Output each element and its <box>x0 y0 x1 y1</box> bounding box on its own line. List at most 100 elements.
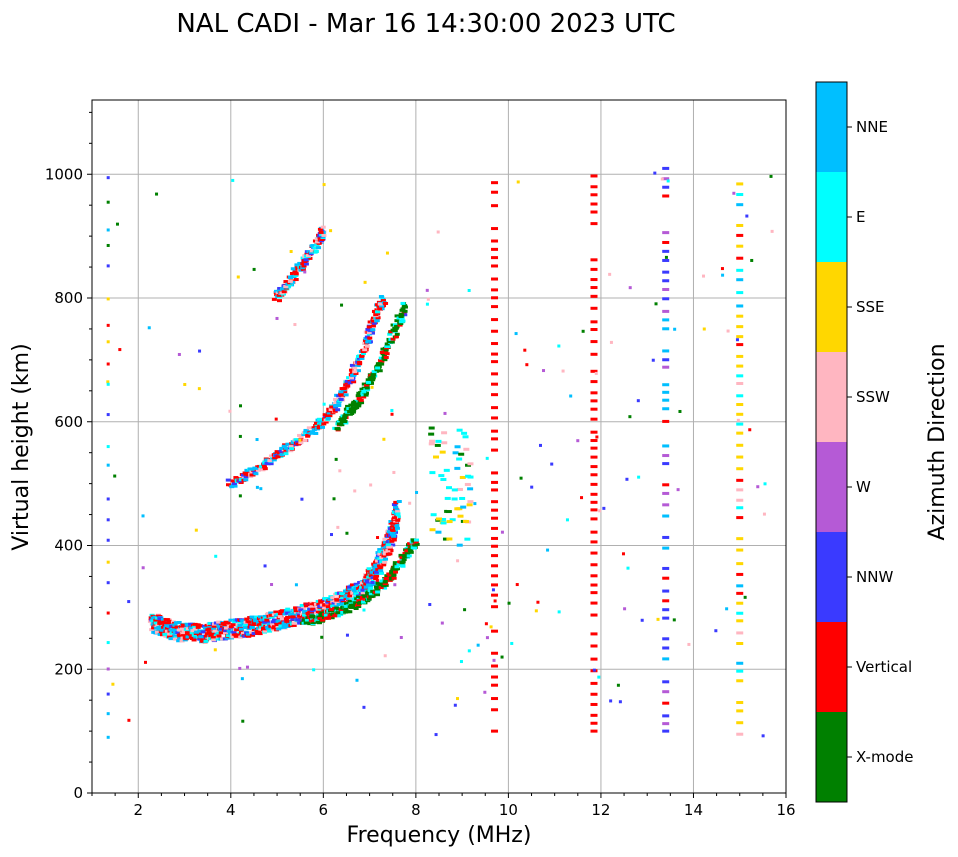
echo-point <box>346 376 352 380</box>
echo-point <box>736 431 744 435</box>
echo-point <box>343 393 349 397</box>
echo-point <box>380 299 386 303</box>
echo-point <box>276 627 282 631</box>
echo-point <box>255 485 259 489</box>
echo-point <box>595 435 599 439</box>
echo-point <box>375 366 381 370</box>
echo-point <box>345 633 349 637</box>
echo-point <box>363 391 369 395</box>
echo-point <box>440 621 444 625</box>
echo-point <box>336 422 342 426</box>
echo-point <box>387 332 393 336</box>
echo-point <box>263 616 269 620</box>
echo-point <box>345 597 351 601</box>
echo-point <box>736 506 744 510</box>
echo-point <box>311 426 317 430</box>
echo-point <box>307 622 313 626</box>
echo-point <box>491 239 499 243</box>
echo-point <box>428 442 435 446</box>
echo-point <box>590 430 598 434</box>
echo-point <box>354 597 360 601</box>
echo-point <box>736 244 744 248</box>
echo-point <box>226 629 232 633</box>
echo-point <box>150 619 156 623</box>
echo-point <box>168 637 174 641</box>
colorbar-swatch <box>816 532 847 622</box>
echo-point <box>315 610 321 614</box>
echo-point <box>456 507 463 511</box>
echo-point <box>314 237 320 241</box>
echo-point <box>399 316 405 320</box>
echo-point <box>702 274 706 278</box>
echo-point <box>721 273 725 277</box>
echo-point <box>769 174 773 178</box>
echo-point <box>590 380 598 384</box>
echo-point <box>408 547 414 551</box>
echo-point <box>289 249 293 253</box>
echo-point <box>662 390 670 394</box>
echo-point <box>464 482 471 486</box>
echo-point <box>254 615 260 619</box>
echo-point <box>106 712 110 716</box>
echo-point <box>284 619 290 623</box>
echo-point <box>394 324 400 328</box>
echo-point <box>303 604 309 608</box>
echo-point <box>383 578 389 582</box>
echo-point <box>491 480 499 484</box>
echo-point <box>355 595 361 599</box>
echo-point <box>662 318 670 322</box>
echo-point <box>662 279 670 283</box>
echo-point <box>381 562 387 566</box>
echo-point <box>344 379 350 383</box>
echo-point <box>309 250 315 254</box>
echo-point <box>179 625 185 629</box>
x-tick-label: 8 <box>411 801 421 819</box>
echo-point <box>192 622 198 626</box>
echo-point <box>185 635 191 639</box>
echo-point <box>106 340 110 344</box>
echo-point <box>328 608 334 612</box>
echo-point <box>259 487 263 491</box>
echo-point <box>399 635 403 639</box>
echo-point <box>362 348 368 352</box>
echo-point <box>736 443 744 447</box>
echo-point <box>234 628 240 632</box>
echo-point <box>277 615 283 619</box>
x-tick-label: 10 <box>499 801 518 819</box>
echo-point <box>318 230 324 234</box>
echo-point <box>175 630 181 634</box>
echo-point <box>228 618 234 622</box>
echo-point <box>192 625 198 629</box>
echo-point <box>336 525 340 529</box>
echo-point <box>275 623 281 627</box>
echo-point <box>288 276 294 280</box>
echo-point <box>365 380 371 384</box>
echo-point <box>397 323 403 327</box>
echo-point <box>383 350 389 354</box>
echo-point <box>326 616 332 620</box>
echo-point <box>616 683 620 687</box>
echo-point <box>169 633 175 637</box>
echo-point <box>394 332 400 336</box>
echo-point <box>387 547 393 551</box>
echo-point <box>272 625 278 629</box>
echo-point <box>491 544 499 548</box>
echo-point <box>351 400 357 404</box>
echo-point <box>653 171 657 175</box>
echo-point <box>177 637 183 641</box>
echo-point <box>309 605 315 609</box>
echo-point <box>182 636 188 640</box>
echo-point <box>491 360 499 364</box>
echo-point <box>662 287 670 291</box>
echo-point <box>349 378 355 382</box>
echo-point <box>263 564 267 568</box>
echo-point <box>491 488 499 492</box>
echo-point <box>382 586 388 590</box>
echo-point <box>345 531 349 535</box>
echo-point <box>313 249 319 253</box>
grid-lines <box>92 100 787 794</box>
echo-point <box>387 545 393 549</box>
echo-point <box>297 614 303 618</box>
echo-point <box>390 524 396 528</box>
echo-point <box>662 177 670 181</box>
